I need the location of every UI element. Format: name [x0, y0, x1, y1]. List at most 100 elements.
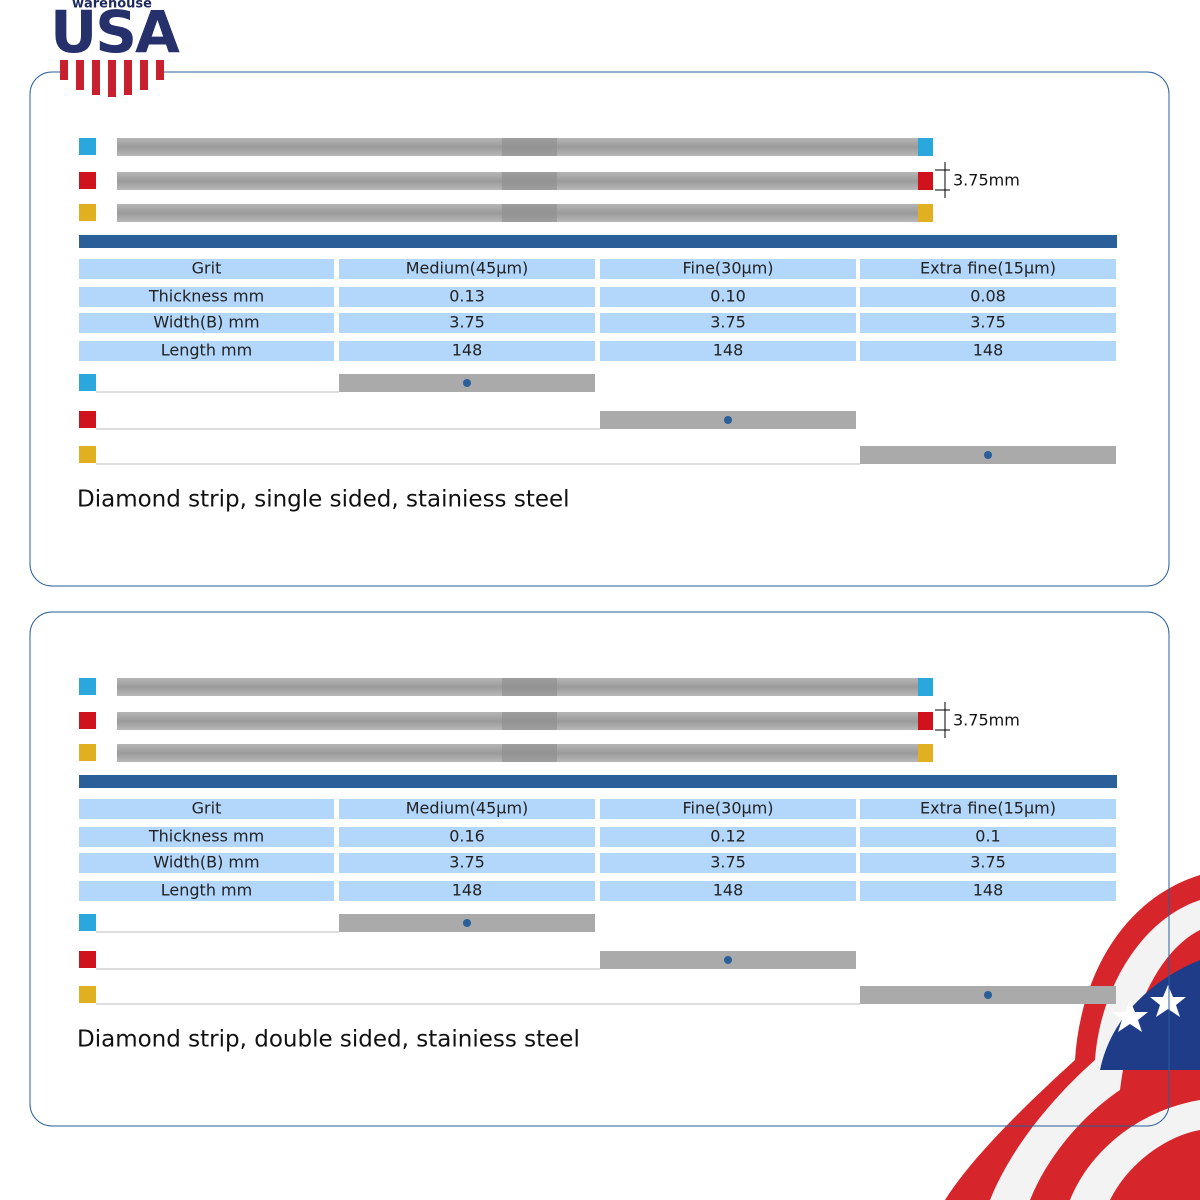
table-text: 148 — [713, 341, 744, 360]
strip-end — [918, 204, 933, 222]
caption: Diamond strip, double sided, stainiess s… — [77, 1027, 580, 1053]
table-text: 0.1 — [975, 827, 1000, 846]
table-cell — [79, 853, 334, 873]
table-text: 3.75 — [449, 853, 485, 872]
strip-end — [918, 678, 933, 696]
table-text: 148 — [973, 341, 1004, 360]
table-text: 148 — [713, 881, 744, 900]
table-text: Medium(45μm) — [406, 799, 529, 818]
table-cell — [860, 287, 1116, 307]
table-cell — [600, 341, 856, 361]
color-square — [79, 678, 96, 695]
table-cell — [860, 313, 1116, 333]
table-text: 3.75 — [710, 853, 746, 872]
table-cell — [860, 341, 1116, 361]
logo: warehouse USA — [50, 0, 182, 97]
table-text: 0.12 — [710, 827, 746, 846]
table-cell — [600, 853, 856, 873]
header-bar — [79, 775, 1117, 788]
panel-border — [29, 611, 1170, 1127]
table-text: 0.13 — [449, 287, 485, 306]
table-cell — [79, 827, 334, 847]
table-cell — [339, 881, 595, 901]
strip-texture — [502, 678, 557, 696]
panel-border — [29, 71, 1170, 587]
grit-dot — [463, 379, 471, 387]
strip-texture — [502, 712, 557, 730]
strip-texture — [502, 744, 557, 762]
table-text: Thickness mm — [148, 827, 264, 846]
grit-dot — [984, 451, 992, 459]
table-cell — [860, 799, 1116, 819]
color-square — [79, 914, 96, 931]
table-text: 3.75 — [970, 853, 1006, 872]
strip-texture — [502, 172, 557, 190]
table-cell — [339, 287, 595, 307]
grit-dot — [463, 919, 471, 927]
color-square — [79, 712, 96, 729]
color-square — [79, 986, 96, 1003]
color-square — [79, 374, 96, 391]
table-text: 3.75 — [710, 313, 746, 332]
table-text: Length mm — [161, 881, 252, 900]
table-cell — [860, 881, 1116, 901]
table-cell — [79, 287, 334, 307]
color-square — [79, 446, 96, 463]
flag-decoration — [945, 875, 1200, 1200]
table-cell — [600, 259, 856, 279]
table-cell — [339, 259, 595, 279]
table-text: Width(B) mm — [153, 853, 259, 872]
table-text: Extra fine(15μm) — [920, 799, 1056, 818]
strip-end — [918, 744, 933, 762]
table-cell — [339, 799, 595, 819]
strip-end — [918, 712, 933, 730]
table-text: 148 — [973, 881, 1004, 900]
table-text: Grit — [192, 259, 222, 278]
table-text: 0.10 — [710, 287, 746, 306]
table-cell — [79, 799, 334, 819]
strip-texture — [502, 138, 557, 156]
color-square — [79, 172, 96, 189]
table-cell — [79, 259, 334, 279]
dimension-label: 3.75mm — [953, 711, 1020, 730]
table-cell — [860, 853, 1116, 873]
table-text: Thickness mm — [148, 287, 264, 306]
table-text: 3.75 — [970, 313, 1006, 332]
grit-dot — [724, 956, 732, 964]
table-cell — [339, 313, 595, 333]
color-square — [79, 744, 96, 761]
strip-end — [918, 172, 933, 190]
color-square — [79, 411, 96, 428]
grit-dot — [984, 991, 992, 999]
color-square — [79, 138, 96, 155]
table-text: 3.75 — [449, 313, 485, 332]
table-cell — [600, 287, 856, 307]
table-cell — [79, 313, 334, 333]
strip-texture — [502, 204, 557, 222]
table-cell — [600, 881, 856, 901]
table-text: 148 — [452, 341, 483, 360]
table-text: Fine(30μm) — [682, 799, 773, 818]
table-text: 0.08 — [970, 287, 1006, 306]
table-text: Grit — [192, 799, 222, 818]
table-cell — [339, 853, 595, 873]
table-text: Extra fine(15μm) — [920, 259, 1056, 278]
table-text: 148 — [452, 881, 483, 900]
table-cell — [600, 313, 856, 333]
table-text: Length mm — [161, 341, 252, 360]
dimension-label: 3.75mm — [953, 171, 1020, 190]
panel: 3.75mm Grit Medium(45μm) Fine(30μm) Extra fi… — [29, 71, 1170, 587]
table-text: Width(B) mm — [153, 313, 259, 332]
table-cell — [600, 827, 856, 847]
table-cell — [339, 827, 595, 847]
color-square — [79, 951, 96, 968]
table-cell — [600, 799, 856, 819]
logo-big: USA — [50, 0, 180, 66]
table-cell — [860, 827, 1116, 847]
grit-dot — [724, 416, 732, 424]
header-bar — [79, 235, 1117, 248]
table-cell — [79, 881, 334, 901]
caption: Diamond strip, single sided, stainiess s… — [77, 487, 570, 513]
panel: 3.75mm Grit Medium(45μm) Fine(30μm) Extra fi… — [29, 611, 1170, 1127]
